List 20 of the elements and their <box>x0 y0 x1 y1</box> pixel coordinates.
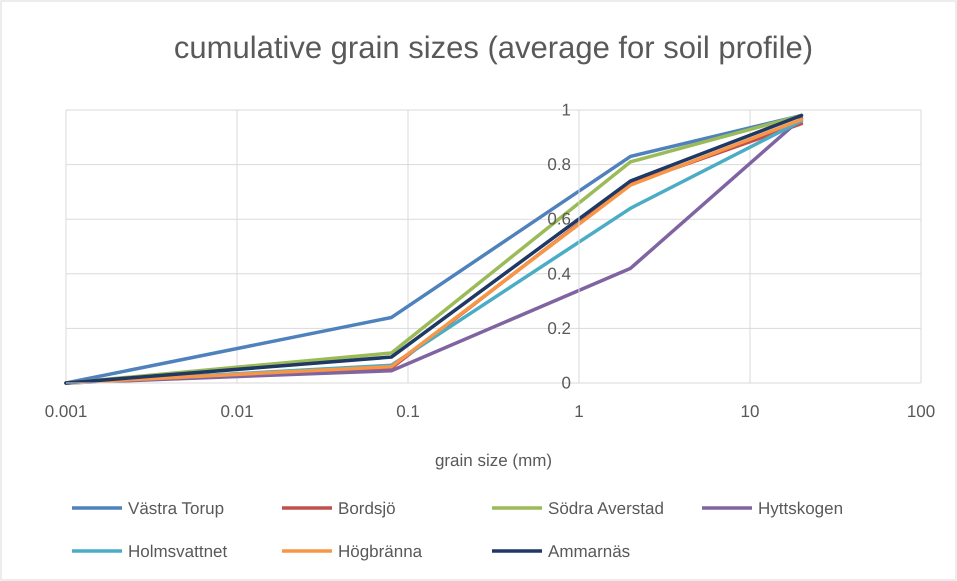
y-tick-label: 0.4 <box>547 264 571 284</box>
x-tick-label: 10 <box>740 402 760 422</box>
x-tick-label: 1 <box>574 402 584 422</box>
x-tick-label: 0.01 <box>220 402 254 422</box>
chart-title: cumulative grain sizes (average for soil profile) <box>174 30 814 65</box>
legend-label: Holmsvattnet <box>128 542 228 561</box>
legend-label: Västra Torup <box>128 499 224 518</box>
x-axis-title: grain size (mm) <box>434 451 552 470</box>
y-tick-label: 1 <box>562 100 571 120</box>
x-tick-label: 0.1 <box>396 402 420 422</box>
y-tick-label: 0.2 <box>547 318 571 338</box>
x-tick-label: 100 <box>906 402 936 422</box>
legend-label: Ammarnäs <box>548 542 630 561</box>
y-tick-label: 0.8 <box>547 155 571 174</box>
y-tick-label: 0 <box>562 373 571 392</box>
x-tick-label: 0.001 <box>44 402 88 422</box>
legend-label: Bordsjö <box>338 499 396 518</box>
legend-label: Hyttskogen <box>758 499 844 518</box>
legend-label: Högbränna <box>338 542 423 561</box>
legend-label: Södra Averstad <box>548 499 664 518</box>
